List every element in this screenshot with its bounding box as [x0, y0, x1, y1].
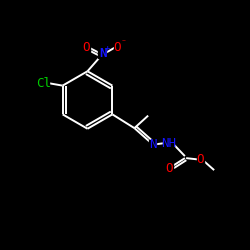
Text: O: O [82, 41, 90, 54]
Text: O: O [114, 41, 121, 54]
Text: O: O [197, 153, 204, 166]
Bar [149, 140, 156, 148]
Bar [197, 155, 204, 164]
Bar [83, 44, 90, 52]
Bar [114, 44, 121, 52]
Text: O: O [166, 162, 173, 175]
Text: +: + [104, 44, 110, 53]
Text: N: N [149, 138, 156, 151]
Bar [98, 49, 106, 58]
Bar [164, 139, 174, 147]
Text: N: N [99, 47, 106, 60]
Bar [38, 78, 50, 88]
Text: Cl: Cl [36, 76, 51, 90]
Bar [166, 164, 173, 173]
Text: ⁻: ⁻ [121, 38, 127, 48]
Text: NH: NH [161, 136, 176, 149]
